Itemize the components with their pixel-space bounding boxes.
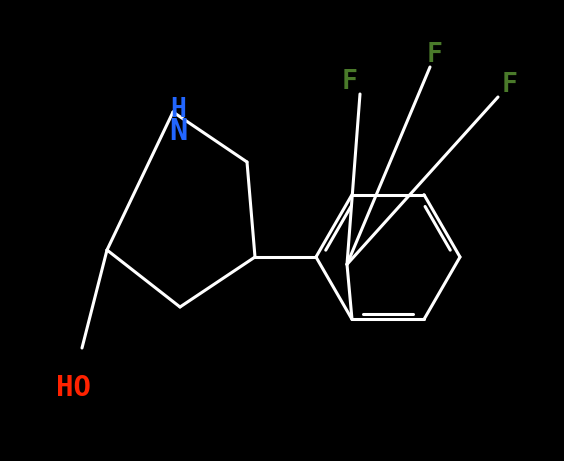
- Text: F: F: [502, 72, 518, 98]
- Text: F: F: [427, 42, 443, 68]
- Text: N: N: [169, 118, 187, 147]
- Text: H: H: [170, 97, 186, 123]
- Text: F: F: [342, 69, 358, 95]
- Text: HO: HO: [55, 374, 90, 402]
